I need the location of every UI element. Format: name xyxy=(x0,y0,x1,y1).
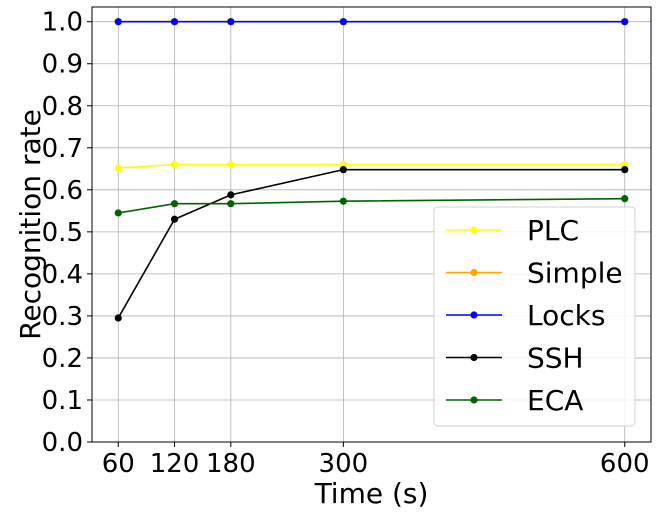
data-point xyxy=(339,166,347,174)
y-tick-label: 0.4 xyxy=(42,260,83,290)
x-tick-label: 60 xyxy=(102,449,135,479)
data-point xyxy=(339,18,347,26)
data-point xyxy=(114,164,122,172)
legend-item: ECA xyxy=(446,384,583,417)
y-axis: 0.0 0.1 0.2 0.3 0.4 0.5 0.6 0.7 0.8 0.9 1.0 xyxy=(42,8,92,458)
x-tick-label: 120 xyxy=(150,449,200,479)
data-point xyxy=(621,161,629,169)
legend-marker xyxy=(470,353,478,362)
y-tick-label: 0.3 xyxy=(42,302,83,332)
data-point xyxy=(170,161,179,169)
y-tick-label: 0.2 xyxy=(42,344,83,374)
data-point xyxy=(621,195,629,203)
x-tick-label: 600 xyxy=(600,449,650,479)
data-point xyxy=(114,314,122,322)
y-tick-label: 0.8 xyxy=(42,92,83,122)
data-point xyxy=(114,18,122,26)
data-point xyxy=(227,200,235,208)
series-eca xyxy=(114,195,629,217)
legend-item: SSH xyxy=(446,342,584,375)
legend: PLC Simple Locks SSH ECA xyxy=(433,206,636,427)
data-point xyxy=(227,191,235,199)
series-ssh xyxy=(114,166,629,322)
legend-marker xyxy=(470,396,478,404)
data-point xyxy=(621,166,629,174)
data-point xyxy=(170,18,179,26)
y-tick-label: 0.5 xyxy=(42,218,83,248)
legend-marker xyxy=(470,268,478,277)
series-locks xyxy=(114,18,629,26)
legend-label: Locks xyxy=(527,299,605,332)
legend-item: Simple xyxy=(446,257,623,290)
data-point xyxy=(339,197,347,205)
data-point xyxy=(227,161,235,169)
legend-marker xyxy=(470,311,478,319)
legend-item: PLC xyxy=(446,214,579,247)
series-lines xyxy=(114,18,629,322)
y-tick-label: 0.7 xyxy=(42,134,83,164)
legend-label: SSH xyxy=(527,342,584,375)
plot-frame xyxy=(91,6,652,443)
legend-marker xyxy=(470,226,478,234)
y-tick-label: 0.0 xyxy=(42,428,83,458)
x-tick-label: 180 xyxy=(206,449,256,479)
legend-label: PLC xyxy=(527,214,579,247)
x-axis-label: Time (s) xyxy=(314,477,429,510)
x-tick-label: 300 xyxy=(319,449,369,479)
y-tick-label: 1.0 xyxy=(42,8,83,38)
data-point xyxy=(170,200,179,208)
data-point xyxy=(339,161,347,169)
legend-label: ECA xyxy=(527,384,583,417)
data-point xyxy=(621,18,629,26)
x-axis: 60 120 180 300 600 xyxy=(102,442,650,479)
legend-item: Locks xyxy=(446,299,605,332)
legend-box xyxy=(433,206,636,427)
y-tick-label: 0.1 xyxy=(42,386,83,416)
y-axis-label: Recognition rate xyxy=(14,109,47,340)
y-tick-label: 0.6 xyxy=(42,176,83,206)
y-tick-label: 0.9 xyxy=(42,50,83,80)
series-plc xyxy=(114,161,629,172)
series-line xyxy=(118,163,625,169)
data-point xyxy=(170,215,179,223)
data-point xyxy=(114,209,122,217)
data-point xyxy=(227,18,235,26)
legend-label: Simple xyxy=(527,257,623,290)
